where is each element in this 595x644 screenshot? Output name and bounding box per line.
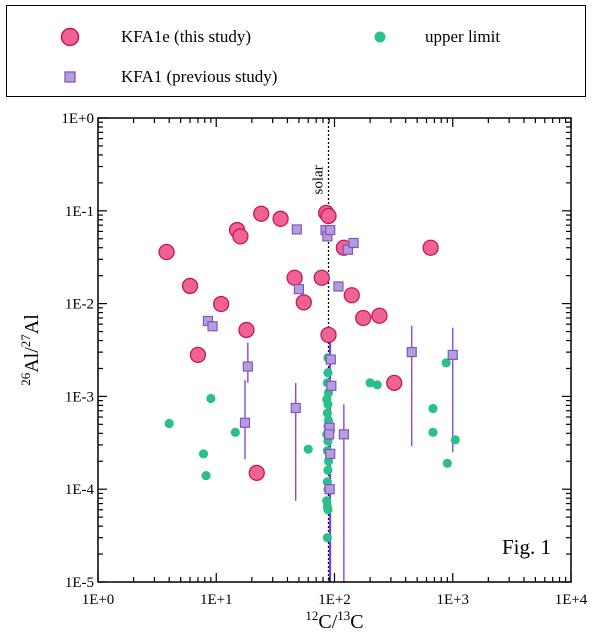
kfa1-point xyxy=(290,402,301,414)
legend-item-kfa1: KFA1 (previous study) xyxy=(59,66,277,88)
x-tick-label: 1E+0 xyxy=(82,592,115,608)
kfa1e-point xyxy=(355,309,372,327)
y-tick-label: 1E-5 xyxy=(65,575,94,591)
upper-limit-point xyxy=(303,444,313,454)
y-tick-label: 1E-4 xyxy=(65,482,95,498)
y-tick-label: 1E+0 xyxy=(61,111,94,127)
upper-limit-point xyxy=(230,427,240,437)
figure-annotation: Fig. 1 xyxy=(502,535,551,559)
kfa1e-point xyxy=(386,374,403,391)
upper-limit-point xyxy=(206,393,216,404)
kfa1e-point xyxy=(320,326,337,344)
kfa1-point xyxy=(207,321,218,332)
kfa1e-point xyxy=(253,205,270,222)
kfa1e-point xyxy=(238,321,255,339)
upper-limit-point xyxy=(323,368,333,378)
upper-limit-point xyxy=(322,408,332,418)
kfa1e-point xyxy=(212,295,230,313)
kfa1-point xyxy=(406,347,417,358)
kfa1-point xyxy=(291,224,302,235)
y-tick-label: 1E-1 xyxy=(65,204,94,220)
upper-limit-point xyxy=(428,403,438,414)
kfa1e-point xyxy=(343,287,360,304)
kfa1e-point xyxy=(422,239,439,256)
kfa1e-point xyxy=(371,307,388,324)
x-tick-label: 1E+4 xyxy=(555,592,588,608)
kfa1-point xyxy=(325,354,336,365)
kfa1-point xyxy=(326,380,337,391)
upper-limit-point xyxy=(323,505,333,515)
y-tick-label: 1E-2 xyxy=(65,297,94,313)
solar-annotation: solar xyxy=(311,165,327,194)
kfa1-point xyxy=(323,429,335,440)
kfa1e-point xyxy=(286,269,303,286)
kfa1e-point xyxy=(248,464,265,482)
kfa1-point xyxy=(325,448,336,460)
upper-limit-point xyxy=(323,465,333,475)
kfa1e-point xyxy=(232,228,249,245)
x-tick-label: 1E+3 xyxy=(436,592,469,608)
kfa1-point xyxy=(242,361,253,372)
plot-frame xyxy=(97,117,572,583)
x-tick-label: 1E+2 xyxy=(318,592,351,608)
legend-label-upper-limit: upper limit xyxy=(425,27,501,46)
x-tick-label: 1E+1 xyxy=(200,592,233,608)
kfa1e-point xyxy=(313,269,330,286)
x-axis-label: 12C/13C xyxy=(305,608,363,633)
legend-marker-circle xyxy=(60,27,80,47)
upper-limit-point xyxy=(372,380,382,390)
kfa1-point xyxy=(338,429,349,440)
y-axis-label: 26Al/27Al xyxy=(18,314,43,386)
kfa1-point xyxy=(348,237,359,249)
kfa1-point xyxy=(324,484,335,495)
legend-marker-square xyxy=(64,71,76,83)
kfa1-point xyxy=(447,349,458,361)
kfa1-point xyxy=(293,284,305,295)
legend-item-kfa1e: KFA1e (this study) xyxy=(59,26,251,48)
y-tick-label: 1E-3 xyxy=(65,389,94,405)
legend-label-kfa1: KFA1 (previous study) xyxy=(121,67,278,86)
kfa1e-point xyxy=(189,346,207,364)
upper-limit-point xyxy=(442,458,452,468)
kfa1-point xyxy=(325,224,336,236)
kfa1e-point xyxy=(272,210,289,227)
kfa1-point xyxy=(239,417,251,428)
kfa1e-point xyxy=(295,294,312,311)
kfa1e-point xyxy=(181,277,199,295)
kfa1e-point xyxy=(158,243,175,261)
upper-limit-point xyxy=(322,533,332,543)
chart-legend: KFA1e (this study) upper limit KFA1 (pre… xyxy=(6,5,586,97)
kfa1-point xyxy=(342,244,354,255)
upper-limit-point xyxy=(323,399,333,409)
legend-marker-dot xyxy=(374,31,386,43)
kfa1e-point xyxy=(320,207,337,225)
legend-label-kfa1e: KFA1e (this study) xyxy=(121,27,252,46)
upper-limit-point xyxy=(164,418,174,429)
kfa1-point xyxy=(333,281,344,292)
upper-limit-point xyxy=(441,358,451,368)
upper-limit-point xyxy=(428,427,438,437)
upper-limit-point xyxy=(450,435,460,445)
legend-item-upper-limit: upper limit xyxy=(369,26,500,48)
upper-limit-point xyxy=(201,471,211,481)
upper-limit-point xyxy=(365,378,375,388)
upper-limit-point xyxy=(198,449,209,459)
